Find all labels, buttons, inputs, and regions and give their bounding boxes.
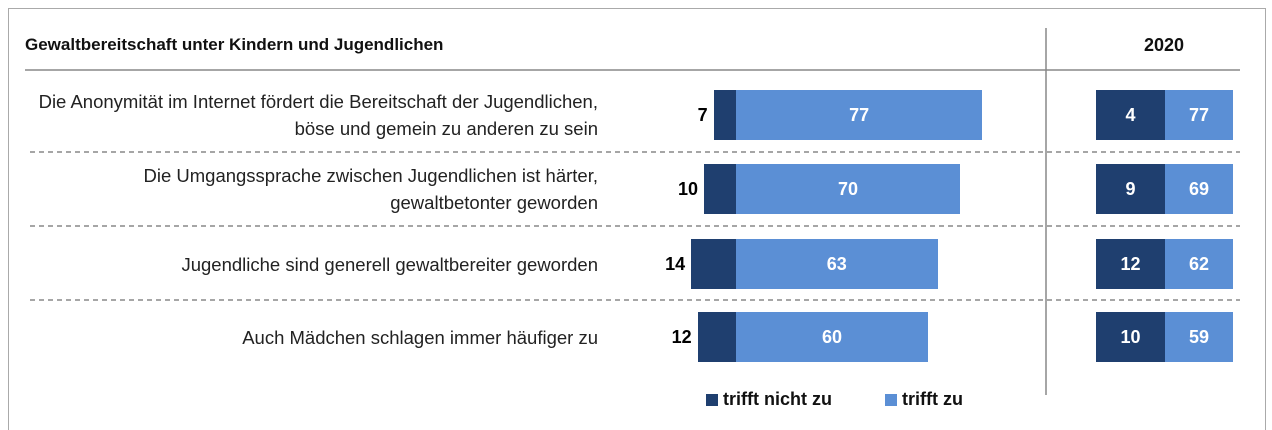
bar-value-label: 10 — [677, 179, 698, 199]
cell — [1096, 90, 1165, 140]
cell — [1096, 312, 1165, 362]
cell-value-label: 10 — [1120, 327, 1141, 347]
cell — [1165, 164, 1233, 214]
bar-value-label: 63 — [826, 254, 847, 274]
cell-value-label: 69 — [1188, 179, 1210, 199]
panel-title: 2020 — [1143, 35, 1185, 55]
chart-title: Gewaltbereitschaft unter Kindern und Jug… — [25, 35, 444, 54]
bar — [697, 312, 736, 362]
bar — [704, 164, 736, 214]
category-label: Die Umgangssprache zwischen Jugendlichen… — [143, 165, 598, 213]
category-label: Die Anonymität im Internet fördert die B… — [38, 91, 598, 139]
bar-value-label: 7 — [697, 105, 708, 125]
cell — [1165, 239, 1233, 289]
cell-value-label: 4 — [1125, 105, 1136, 125]
legend-label: trifft nicht zu — [723, 389, 832, 409]
bar — [713, 90, 736, 140]
legend-label: trifft zu — [902, 389, 963, 409]
category-label: Jugendliche sind generell gewaltbereiter… — [181, 253, 598, 275]
category-label: Auch Mädchen schlagen immer häufiger zu — [242, 326, 598, 348]
bar — [736, 90, 983, 140]
cell-value-label: 77 — [1188, 105, 1210, 125]
cell-value-label: 62 — [1188, 254, 1210, 274]
cell-value-label: 9 — [1125, 179, 1136, 199]
bar-value-label: 60 — [821, 327, 843, 347]
bar — [736, 239, 938, 289]
legend-swatch — [885, 394, 897, 406]
bar-value-label: 14 — [665, 254, 686, 274]
legend-swatch — [706, 394, 718, 406]
bar — [736, 312, 928, 362]
bar — [736, 164, 960, 214]
bar-value-label: 12 — [671, 327, 692, 347]
bar — [691, 239, 736, 289]
cell — [1165, 312, 1233, 362]
cell — [1096, 164, 1165, 214]
bar-value-label: 77 — [849, 105, 870, 125]
cell — [1096, 239, 1165, 289]
cell-value-label: 59 — [1188, 327, 1210, 347]
bar-value-label: 70 — [837, 179, 859, 199]
cell — [1165, 90, 1233, 140]
cell-value-label: 12 — [1120, 254, 1141, 274]
row-separators — [30, 151, 1240, 301]
